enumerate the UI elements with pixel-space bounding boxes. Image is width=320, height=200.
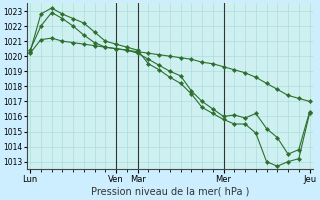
X-axis label: Pression niveau de la mer( hPa ): Pression niveau de la mer( hPa ) bbox=[91, 187, 249, 197]
